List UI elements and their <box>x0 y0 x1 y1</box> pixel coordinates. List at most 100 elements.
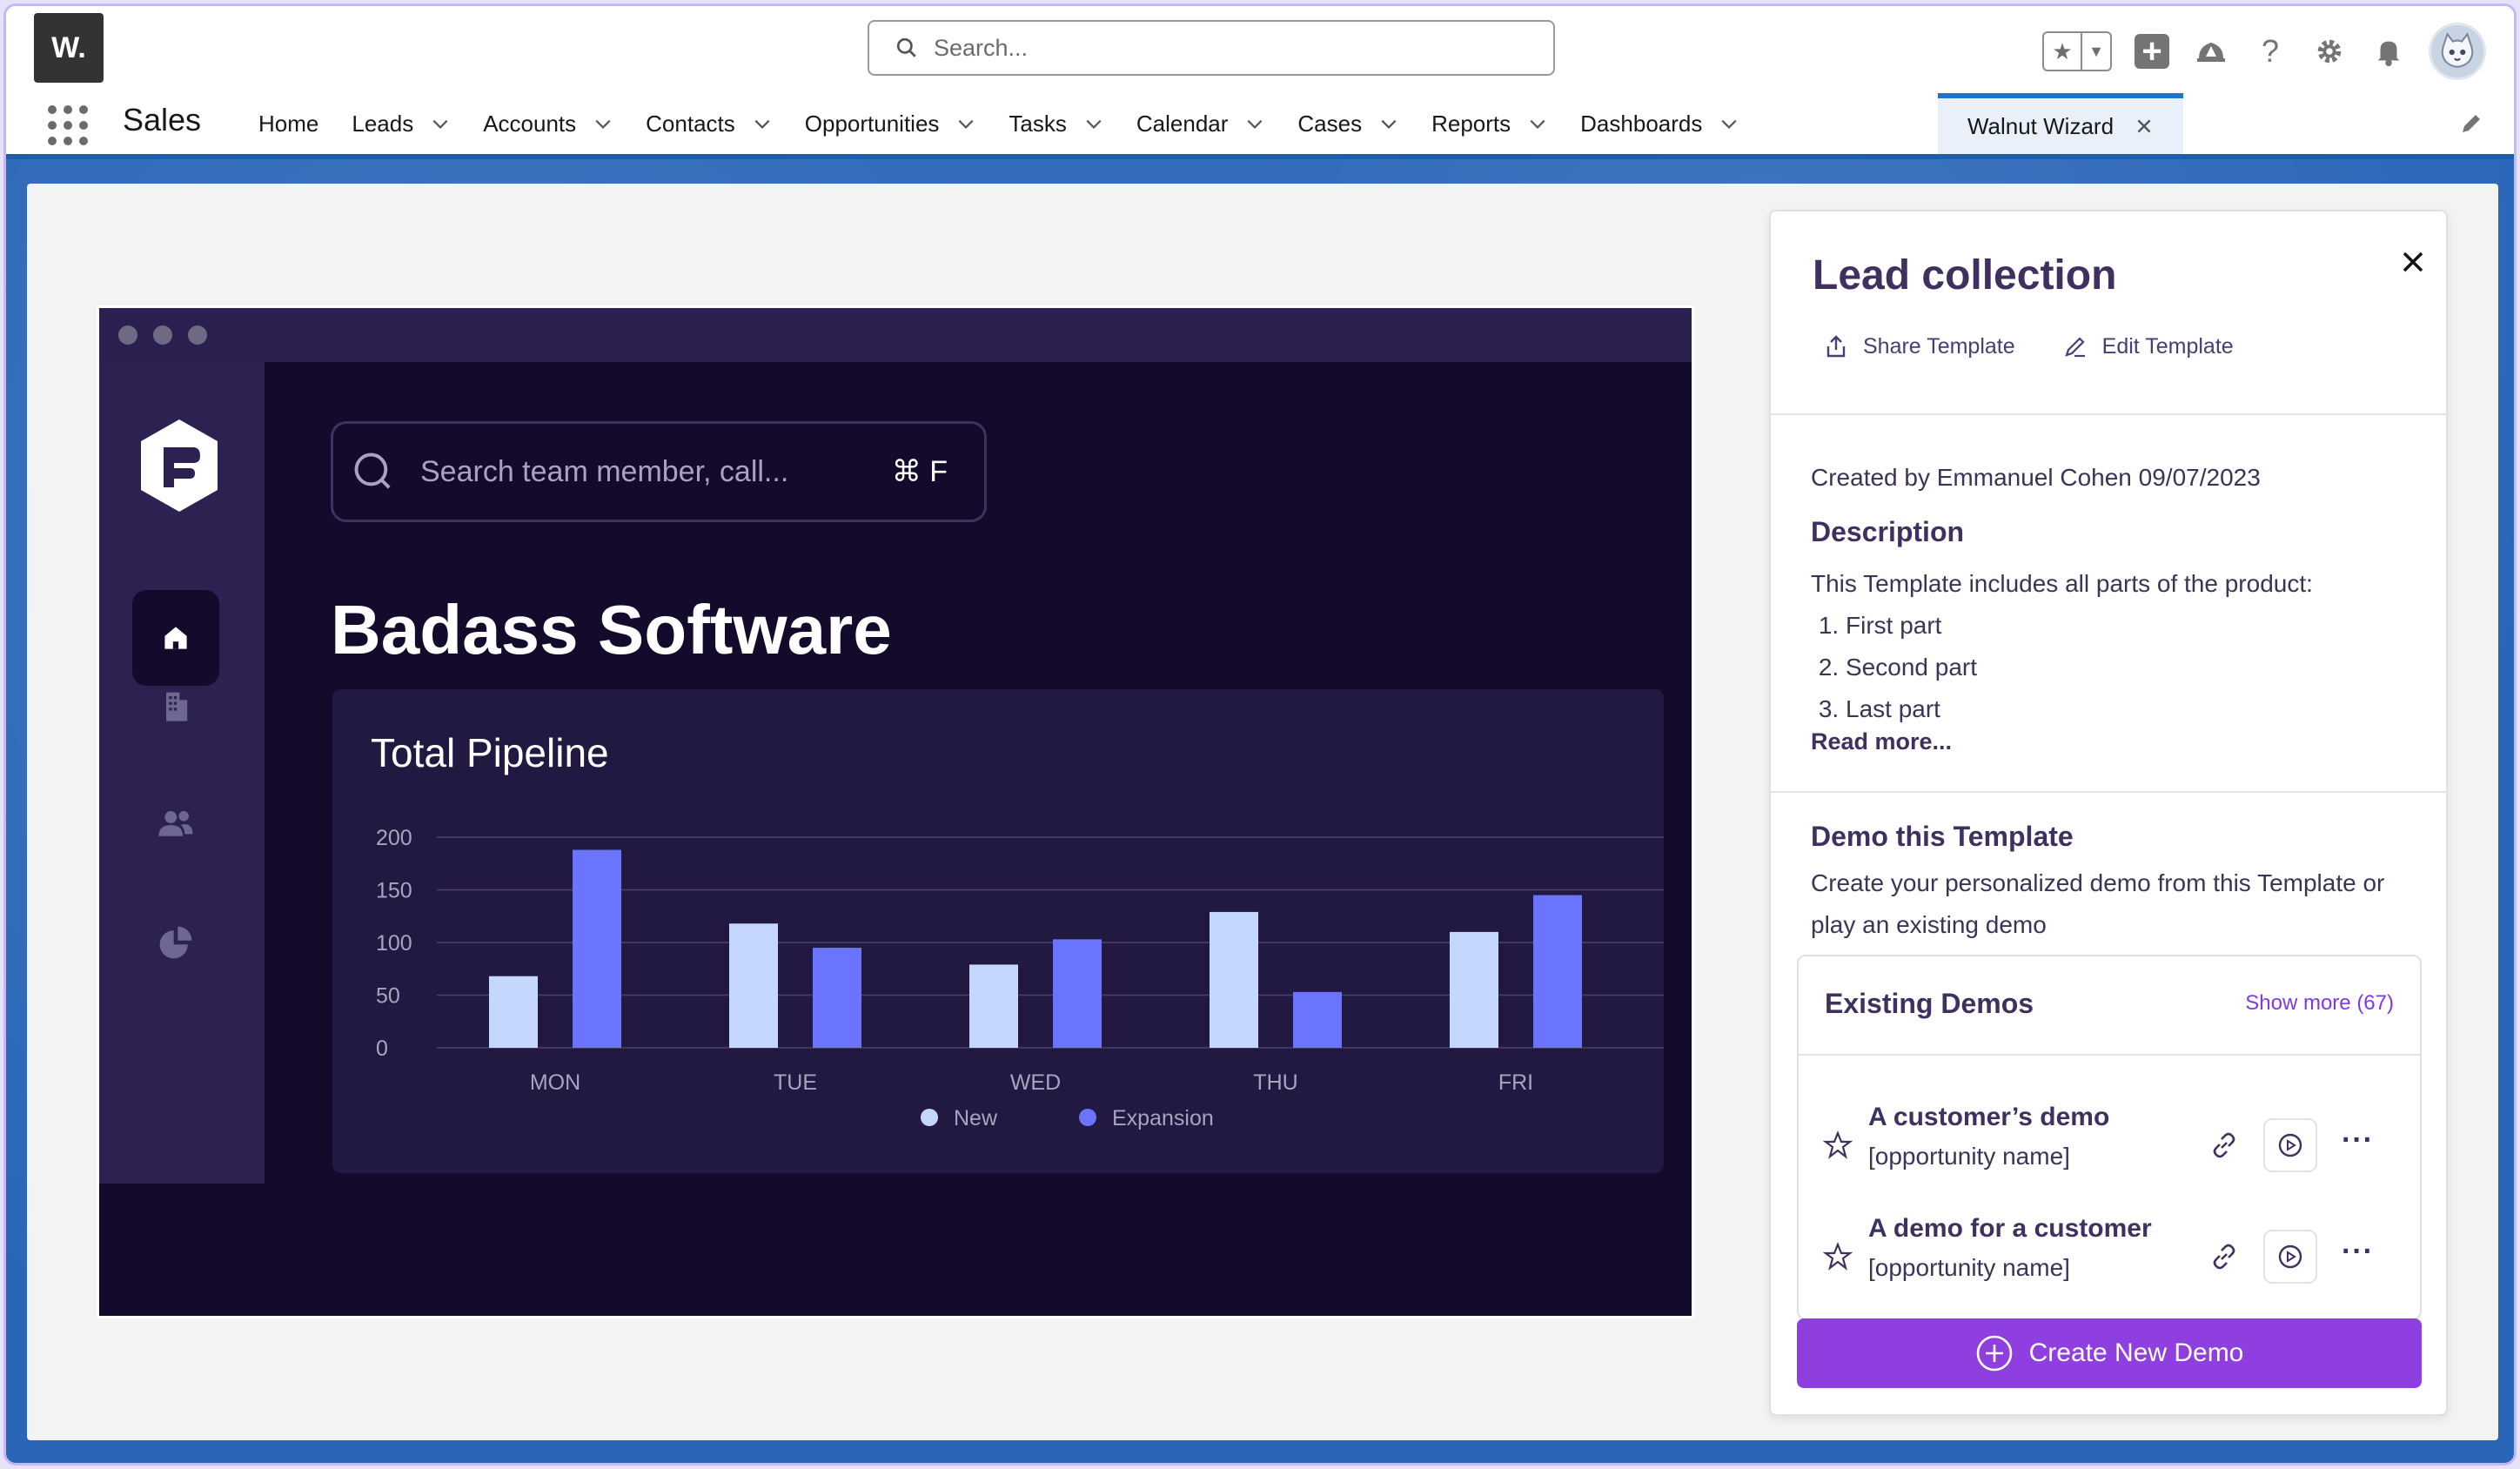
global-actions-button[interactable]: + <box>2133 32 2171 70</box>
x-tick-label: THU <box>1253 1070 1297 1095</box>
org-logo[interactable]: W. <box>34 13 104 83</box>
edit-template-button[interactable]: Edit Template <box>2062 333 2234 359</box>
sidebar-team-button[interactable] <box>132 776 219 872</box>
nav-item-home[interactable]: Home <box>258 93 318 154</box>
x-tick-label: MON <box>530 1070 580 1095</box>
nav-item-opportunities[interactable]: Opportunities <box>805 93 976 154</box>
gear-icon[interactable] <box>2310 32 2349 70</box>
building-icon <box>166 692 188 721</box>
close-icon[interactable] <box>2397 246 2429 278</box>
legend-swatch <box>921 1109 938 1126</box>
nav-item-calendar[interactable]: Calendar <box>1136 93 1265 154</box>
created-by-text: Created by Emmanuel Cohen 09/07/2023 <box>1811 464 2261 491</box>
chevron-down-icon[interactable] <box>1528 114 1547 133</box>
description-text: This Template includes all parts of the … <box>1811 563 2313 730</box>
bar-expansion <box>573 849 621 1048</box>
nav-item-accounts[interactable]: Accounts <box>483 93 613 154</box>
close-tab-icon[interactable] <box>2135 117 2154 136</box>
nav-item-contacts[interactable]: Contacts <box>646 93 772 154</box>
y-tick-label: 200 <box>376 826 412 850</box>
description-item: First part <box>1846 605 2313 647</box>
pie-chart-icon <box>159 926 192 959</box>
favorites-dropdown-icon[interactable]: ▼ <box>2081 33 2110 70</box>
bell-icon[interactable] <box>2369 32 2408 70</box>
y-tick-label: 100 <box>376 931 412 956</box>
demo-title[interactable]: A demo for a customer <box>1868 1214 2152 1243</box>
avatar[interactable] <box>2429 23 2486 80</box>
play-icon <box>2278 1244 2302 1269</box>
favorites-button[interactable]: ★ ▼ <box>2042 31 2112 71</box>
create-new-demo-label: Create New Demo <box>2028 1338 2244 1367</box>
app-nav-bar: Sales Home Leads Accounts Contacts Opportuni… <box>6 93 2514 159</box>
nav-item-dashboards[interactable]: Dashboards <box>1580 93 1739 154</box>
tab-label: Walnut Wizard <box>1967 112 2115 139</box>
nav-item-reports[interactable]: Reports <box>1431 93 1547 154</box>
demo-page-title: Badass Software <box>331 591 892 668</box>
global-header: W. Search... ★ ▼ + ? <box>6 6 2514 93</box>
more-options-icon[interactable]: ··· <box>2342 1235 2374 1268</box>
sidebar-home-button[interactable] <box>132 590 219 686</box>
pipeline-bar-chart: 0 50 100 150 200 MON TUE WED THU FRI New Expansion <box>376 826 1664 1130</box>
demo-template-heading: Demo this Template <box>1811 821 2074 852</box>
nav-item-cases[interactable]: Cases <box>1297 93 1398 154</box>
nav-item-label: Reports <box>1431 110 1511 137</box>
edit-nav-pencil-icon[interactable] <box>2458 111 2484 137</box>
favorites-star-icon[interactable]: ★ <box>2052 37 2073 64</box>
nav-item-label: Opportunities <box>804 110 940 137</box>
show-more-link[interactable]: Show more (67) <box>2245 991 2394 1015</box>
description-intro: This Template includes all parts of the … <box>1811 570 2313 597</box>
list-item: A customer’s demo [opportunity name] ··· <box>1799 1096 2420 1200</box>
chevron-down-icon[interactable] <box>1719 114 1739 133</box>
app-launcher-icon[interactable] <box>48 105 88 145</box>
share-template-button[interactable]: Share Template <box>1823 333 2015 359</box>
demo-subtitle: [opportunity name] <box>1868 1143 2070 1170</box>
demo-search-input[interactable]: Search team member, call... ⌘ F <box>331 421 987 522</box>
chevron-down-icon[interactable] <box>1379 114 1398 133</box>
pipeline-card: Total Pipeline 0 50 100 150 200 MON TUE WED THU F… <box>332 689 1664 1173</box>
nav-item-leads[interactable]: Leads <box>352 93 450 154</box>
star-icon[interactable] <box>1823 1130 1853 1160</box>
chevron-down-icon[interactable] <box>431 114 450 133</box>
x-tick-label: WED <box>1010 1070 1061 1095</box>
nav-item-label: Leads <box>352 110 414 137</box>
chevron-down-icon[interactable] <box>1084 114 1103 133</box>
people-icon <box>158 811 193 836</box>
more-options-icon[interactable]: ··· <box>2342 1124 2374 1157</box>
link-icon[interactable] <box>2208 1129 2241 1162</box>
legend-swatch <box>1079 1109 1096 1126</box>
play-demo-button[interactable] <box>2263 1230 2317 1284</box>
global-search-input[interactable]: Search... <box>868 20 1555 76</box>
trailhead-icon[interactable] <box>2192 32 2230 70</box>
chevron-down-icon[interactable] <box>753 114 772 133</box>
sidebar-reports-button[interactable] <box>132 895 219 990</box>
nav-item-label: Accounts <box>483 110 577 137</box>
star-icon[interactable] <box>1823 1242 1853 1271</box>
chart-title: Total Pipeline <box>371 730 609 775</box>
existing-demos-card: Existing Demos Show more (67) A customer… <box>1797 955 2422 1320</box>
y-tick-label: 50 <box>376 984 400 1009</box>
search-icon <box>354 453 391 489</box>
bar-new <box>489 976 538 1048</box>
x-tick-label: TUE <box>774 1070 817 1095</box>
bar-expansion <box>813 948 861 1048</box>
pencil-icon <box>2064 337 2085 358</box>
play-demo-button[interactable] <box>2263 1118 2317 1172</box>
demo-title[interactable]: A customer’s demo <box>1868 1103 2110 1131</box>
panel-title: Lead collection <box>1813 252 2117 298</box>
legend-label: Expansion <box>1112 1106 1214 1130</box>
window-titlebar <box>99 308 1692 362</box>
read-more-link[interactable]: Read more... <box>1811 728 1953 755</box>
nav-item-tasks[interactable]: Tasks <box>1009 93 1102 154</box>
search-icon <box>896 37 916 57</box>
chevron-down-icon[interactable] <box>1245 114 1264 133</box>
help-icon[interactable]: ? <box>2261 33 2280 69</box>
link-icon[interactable] <box>2208 1240 2241 1273</box>
nav-item-label: Dashboards <box>1580 110 1703 137</box>
home-icon <box>164 627 187 649</box>
chevron-down-icon[interactable] <box>593 114 613 133</box>
tab-walnut-wizard[interactable]: Walnut Wizard <box>1938 93 2183 154</box>
create-new-demo-button[interactable]: Create New Demo <box>1797 1318 2422 1388</box>
sidebar-buildings-button[interactable] <box>132 658 219 754</box>
chevron-down-icon[interactable] <box>956 114 975 133</box>
y-tick-label: 0 <box>376 1036 388 1061</box>
